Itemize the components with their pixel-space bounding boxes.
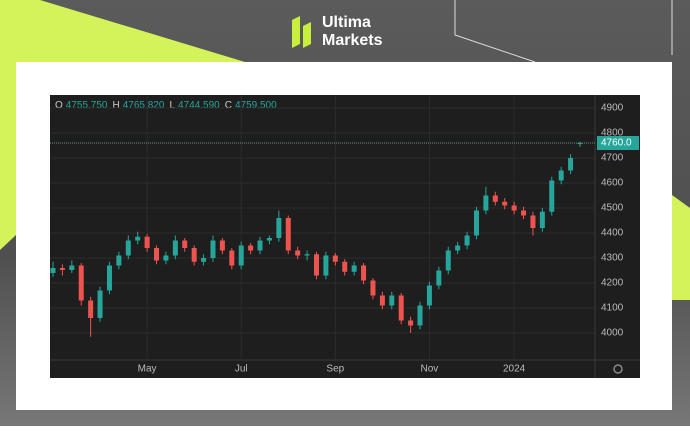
ohlc-value: 4744.590	[178, 100, 220, 111]
candle-body	[323, 255, 329, 276]
candle-body	[351, 265, 357, 272]
candle-body	[473, 210, 479, 236]
candle-body	[568, 158, 574, 171]
candle-body	[116, 255, 122, 266]
y-tick-label: 4800	[601, 128, 624, 139]
candle-body	[455, 245, 461, 251]
ohlc-value: 4755.750	[66, 100, 108, 111]
candle-body	[219, 240, 225, 251]
ohlc-key: C	[225, 100, 232, 111]
y-tick-label: 4300	[601, 253, 624, 264]
candle-body	[59, 268, 65, 270]
candle-body	[530, 215, 536, 228]
last-price-box	[597, 136, 639, 150]
x-tick-label: Nov	[421, 364, 439, 375]
candle-body	[78, 265, 84, 301]
candle-body	[69, 265, 75, 270]
settings-icon[interactable]	[613, 364, 623, 374]
logo: Ultima Markets	[292, 14, 383, 49]
x-tick-label: Jul	[235, 364, 248, 375]
candle-body	[398, 295, 404, 321]
ohlc-key: L	[169, 100, 175, 111]
candle-body	[276, 218, 282, 238]
accent-left	[0, 62, 16, 250]
y-tick-label: 4600	[601, 178, 624, 189]
ohlc-value: 4759.500	[235, 100, 277, 111]
candle-body	[229, 250, 235, 266]
candle-body	[50, 268, 56, 273]
candle-body	[163, 255, 169, 261]
candle-body	[408, 320, 414, 326]
candle-body	[154, 248, 160, 261]
candle-body	[266, 238, 272, 241]
candle-body	[577, 143, 583, 145]
y-tick-label: 4200	[601, 278, 624, 289]
y-tick-label: 4700	[601, 153, 624, 164]
candle-body	[342, 261, 348, 272]
candle-body	[464, 235, 470, 246]
candle-body	[182, 240, 188, 248]
candle-body	[436, 270, 442, 286]
candle-body	[379, 295, 385, 306]
candle-body	[314, 254, 319, 276]
deco-line	[454, 0, 536, 63]
candle-body	[539, 211, 545, 228]
candle-body	[144, 236, 150, 248]
y-tick-label: 4000	[601, 328, 624, 339]
accent-right	[672, 195, 690, 300]
last-price-label: 4760.0	[601, 138, 632, 149]
chart-area	[50, 95, 640, 378]
candle-body	[106, 265, 112, 291]
candle-body	[558, 170, 564, 181]
y-tick-label: 4500	[601, 203, 624, 214]
brand-line: Ultima	[322, 14, 371, 31]
x-tick-label: 2024	[503, 364, 526, 375]
candle-body	[370, 280, 376, 296]
candle-body	[483, 195, 489, 211]
y-tick-label: 4900	[601, 103, 624, 114]
candle-body	[201, 258, 207, 262]
candle-body	[332, 255, 338, 262]
candle-body	[97, 290, 103, 318]
candle-body	[502, 201, 508, 206]
y-tick-label: 4100	[601, 303, 624, 314]
candle-body	[417, 305, 423, 326]
candle-body	[191, 248, 197, 262]
candle-body	[248, 245, 254, 251]
y-tick-label: 4400	[601, 228, 624, 239]
candle-body	[238, 245, 244, 266]
candle-body	[389, 295, 395, 306]
candle-body	[295, 250, 301, 256]
candle-body	[445, 250, 451, 271]
ohlc-key: H	[113, 100, 120, 111]
candle-body	[549, 180, 555, 212]
candle-body	[125, 240, 131, 256]
candle-body	[257, 240, 263, 251]
brand-line: Markets	[322, 32, 383, 49]
candle-body	[88, 300, 94, 318]
candle-body	[304, 254, 310, 256]
ohlc-key: O	[55, 100, 63, 111]
candle-body	[521, 210, 527, 216]
candle-body	[210, 240, 216, 258]
x-tick-label: Sep	[326, 364, 344, 375]
logo-mark	[303, 22, 311, 48]
ohlc-header: O 4755.750 H 4765.820 L 4744.590 C 4759.500	[55, 100, 277, 111]
accent-top	[0, 0, 245, 62]
logo-mark	[292, 16, 300, 48]
candle-body	[135, 236, 141, 241]
candle-body	[511, 205, 517, 211]
candle-body	[285, 218, 291, 251]
ohlc-value: 4765.820	[123, 100, 165, 111]
candle-body	[426, 285, 432, 306]
candle-body	[172, 240, 178, 256]
x-tick-label: May	[138, 364, 157, 375]
candle-body	[492, 195, 498, 202]
candle-body	[361, 265, 367, 281]
